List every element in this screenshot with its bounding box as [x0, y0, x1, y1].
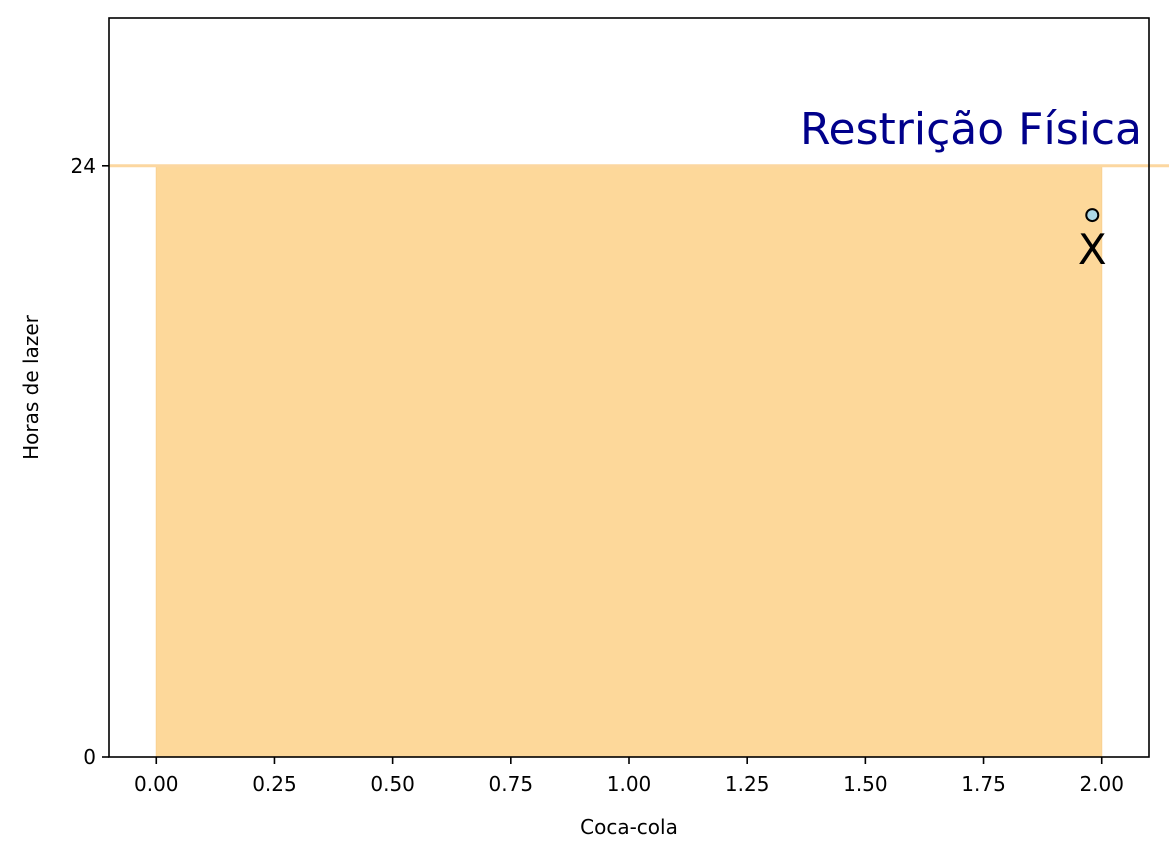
constraint-annotation: Restrição Física — [800, 104, 1142, 155]
x-tick-label: 0.50 — [370, 772, 415, 796]
x-axis: 0.00 0.25 0.50 0.75 1.00 1.25 1.50 1.75 2.00 — [134, 757, 1124, 796]
y-axis: 0 24 — [71, 154, 109, 769]
feasible-region — [155, 165, 1103, 758]
x-tick-label: 1.25 — [725, 772, 770, 796]
y-tick-label: 0 — [83, 745, 96, 769]
point-marker — [1085, 208, 1100, 223]
y-axis-label: Horas de lazer — [19, 314, 43, 460]
x-tick-label: 0.25 — [252, 772, 297, 796]
x-tick-label: 0.75 — [489, 772, 534, 796]
x-tick-label: 0.00 — [134, 772, 179, 796]
y-tick-label: 24 — [71, 154, 96, 178]
x-tick-label: 1.00 — [607, 772, 652, 796]
x-tick-label: 1.50 — [843, 772, 888, 796]
x-tick-label: 2.00 — [1079, 772, 1124, 796]
point-label: X — [1078, 225, 1107, 274]
x-tick-label: 1.75 — [961, 772, 1006, 796]
x-axis-label: Coca-cola — [580, 815, 678, 839]
plot-area: X Restrição Física — [109, 104, 1169, 758]
